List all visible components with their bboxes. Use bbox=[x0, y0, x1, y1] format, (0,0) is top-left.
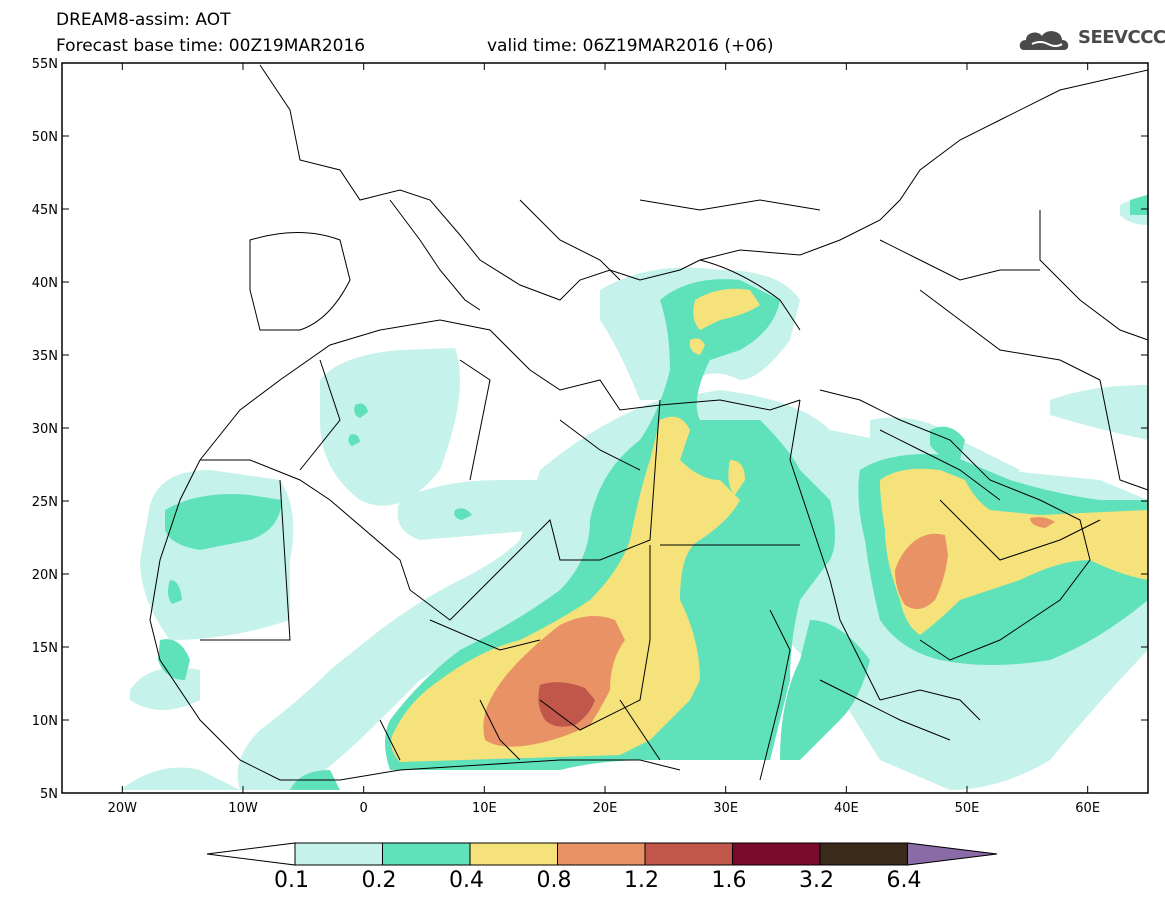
cloud-icon bbox=[1019, 31, 1069, 50]
lon-tick-label: 40E bbox=[834, 801, 859, 816]
lon-tick-label: 60E bbox=[1075, 801, 1100, 816]
lon-tick-label: 30E bbox=[713, 801, 738, 816]
colorbar-segment bbox=[644, 842, 733, 866]
colorbar bbox=[206, 842, 998, 866]
lat-tick-label: 15N bbox=[32, 641, 58, 656]
colorbar-label: 0.1 bbox=[274, 868, 309, 893]
country-borders bbox=[149, 64, 1148, 781]
lat-tick-label: 20N bbox=[32, 568, 58, 583]
lon-tick-label: 50E bbox=[955, 801, 980, 816]
lat-tick-label: 55N bbox=[32, 57, 58, 72]
lat-tick-label: 5N bbox=[40, 787, 58, 802]
longitude-ticks: 20W 10W 0 10E 20E 30E 40E 50E 60E bbox=[108, 63, 1100, 816]
colorbar-label: 3.2 bbox=[799, 868, 834, 893]
seevccc-logo: SEEVCCC bbox=[1078, 27, 1165, 48]
colorbar-low-arrow bbox=[206, 842, 296, 866]
lon-tick-label: 0 bbox=[360, 801, 368, 816]
lon-tick-label: 10W bbox=[228, 801, 258, 816]
lat-tick-label: 25N bbox=[32, 495, 58, 510]
colorbar-segment bbox=[469, 842, 558, 866]
lon-tick-label: 20W bbox=[108, 801, 138, 816]
colorbar-segment bbox=[819, 842, 908, 866]
colorbar-segment bbox=[382, 842, 471, 866]
colorbar-segment bbox=[294, 842, 383, 866]
lon-tick-label: 10E bbox=[472, 801, 497, 816]
colorbar-label: 6.4 bbox=[886, 868, 922, 893]
colorbar-label: 1.2 bbox=[624, 868, 659, 893]
lat-tick-label: 50N bbox=[32, 130, 58, 145]
colorbar-segment bbox=[557, 842, 646, 866]
colorbar-high-arrow bbox=[907, 842, 998, 866]
forecast-base-time: Forecast base time: 00Z19MAR2016 bbox=[56, 36, 366, 56]
lat-tick-label: 30N bbox=[32, 422, 58, 437]
lat-tick-label: 40N bbox=[32, 276, 58, 291]
lat-tick-label: 45N bbox=[32, 203, 58, 218]
aot-band-1.2 bbox=[538, 682, 595, 727]
colorbar-label: 0.4 bbox=[449, 868, 484, 893]
aot-band-0.8 bbox=[483, 517, 1055, 747]
lon-tick-label: 20E bbox=[593, 801, 618, 816]
lat-tick-label: 35N bbox=[32, 349, 58, 364]
colorbar-label: 0.2 bbox=[361, 868, 397, 893]
colorbar-segment bbox=[732, 842, 821, 866]
latitude-ticks: 55N 50N 45N 40N 35N 30N 25N 20N 15N 10N 5N bbox=[32, 57, 1148, 802]
colorbar-label: 0.8 bbox=[536, 868, 572, 893]
map-title: DREAM8-assim: AOT bbox=[56, 10, 231, 30]
lat-tick-label: 10N bbox=[32, 714, 58, 729]
colorbar-label: 1.6 bbox=[711, 868, 747, 893]
valid-time: valid time: 06Z19MAR2016 (+06) bbox=[487, 36, 774, 56]
